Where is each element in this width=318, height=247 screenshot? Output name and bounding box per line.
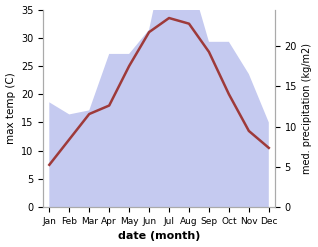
X-axis label: date (month): date (month): [118, 231, 200, 242]
Y-axis label: med. precipitation (kg/m2): med. precipitation (kg/m2): [302, 43, 313, 174]
Y-axis label: max temp (C): max temp (C): [5, 72, 16, 144]
